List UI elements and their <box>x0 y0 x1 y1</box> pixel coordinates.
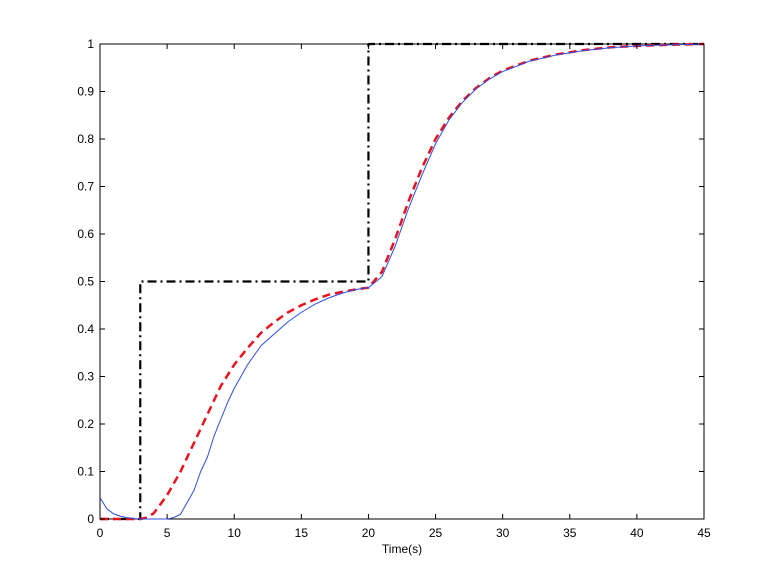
x-tick-label: 25 <box>429 526 443 540</box>
y-tick-label: 0.5 <box>77 275 94 289</box>
x-tick-label: 10 <box>228 526 242 540</box>
plot-area <box>99 43 705 520</box>
series-line-solid <box>99 43 705 520</box>
x-tick-label: 35 <box>563 526 577 540</box>
series-line-dashed <box>100 42 705 521</box>
y-tick-label: 0.3 <box>77 370 94 384</box>
x-axis-label: Time(s) <box>382 542 422 556</box>
x-tick-label: 0 <box>97 526 104 540</box>
x-tick-label: 20 <box>362 526 376 540</box>
y-tick-label: 0.4 <box>77 322 94 336</box>
y-tick-label: 1 <box>87 37 94 51</box>
x-tick-label: 15 <box>295 526 309 540</box>
y-tick-label: 0.9 <box>77 85 94 99</box>
series-layer <box>99 42 705 521</box>
y-tick-label: 0.2 <box>77 417 94 431</box>
y-tick-label: 0.7 <box>77 180 94 194</box>
x-tick-label: 45 <box>697 526 711 540</box>
y-tick-label: 0.6 <box>77 227 94 241</box>
x-tick-label: 30 <box>496 526 510 540</box>
y-tick-label: 0.8 <box>77 132 94 146</box>
x-tick-label: 40 <box>630 526 644 540</box>
y-tick-label: 0.1 <box>77 465 94 479</box>
y-tick-label: 0 <box>87 512 94 526</box>
tick-layer: 0 5 10 15 20 25 30 35 40 45 0 0.1 0.2 0.3 0.4 0.5 0.6 0.7… <box>77 37 711 540</box>
x-tick-label: 5 <box>164 526 171 540</box>
